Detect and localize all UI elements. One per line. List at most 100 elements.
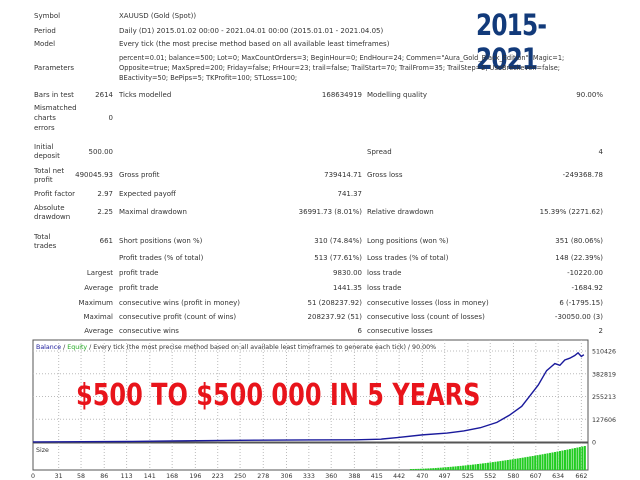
size-bar bbox=[496, 461, 499, 470]
size-bar bbox=[434, 467, 437, 470]
size-bar bbox=[506, 459, 509, 470]
size-bar bbox=[447, 467, 450, 470]
size-bar bbox=[504, 460, 507, 470]
x-tick-label: 250 bbox=[234, 473, 246, 480]
trade-row-label-1: consecutive wins (profit in money) bbox=[119, 299, 241, 307]
size-bar bbox=[481, 463, 484, 470]
x-tick-label: 388 bbox=[348, 473, 360, 480]
profit-factor-label: Profit factor bbox=[34, 190, 75, 198]
trade-row-value-1: 513 (77.61%) bbox=[314, 254, 362, 262]
y-tick-label: 382819 bbox=[592, 371, 616, 378]
size-bar bbox=[554, 451, 557, 470]
size-bar bbox=[464, 465, 467, 470]
mismatched-label-1: Mismatched bbox=[34, 104, 77, 112]
y-tick-label: 510426 bbox=[592, 349, 616, 356]
size-bar bbox=[559, 451, 562, 470]
gross-loss-value: -249368.78 bbox=[562, 171, 603, 179]
size-bar bbox=[417, 468, 420, 470]
total-trades-value: 661 bbox=[99, 237, 113, 245]
trade-row-label-1: profit trade bbox=[119, 284, 159, 292]
size-bar bbox=[442, 467, 445, 470]
size-bar bbox=[437, 467, 440, 470]
x-tick-label: 196 bbox=[189, 473, 201, 480]
expected-payoff-value: 741.37 bbox=[337, 190, 363, 198]
size-bar bbox=[462, 465, 465, 470]
total-trades-label-2: trades bbox=[34, 242, 57, 250]
size-bar bbox=[489, 462, 492, 470]
size-bar bbox=[544, 453, 547, 470]
size-bar bbox=[494, 461, 497, 470]
x-tick-label: 223 bbox=[212, 473, 224, 480]
trade-row-prefix: Average bbox=[84, 327, 113, 335]
size-bar bbox=[556, 451, 559, 470]
size-bar bbox=[419, 468, 422, 470]
expected-payoff-label: Expected payoff bbox=[119, 190, 176, 198]
size-bar bbox=[429, 468, 432, 470]
y-tick-label: 0 bbox=[592, 440, 596, 447]
balance-line bbox=[32, 351, 585, 443]
abs-dd-value: 2.25 bbox=[97, 208, 113, 216]
legend-equity: Equity bbox=[67, 344, 88, 351]
profit-factor-value: 2.97 bbox=[97, 190, 113, 198]
rel-dd-label: Relative drawdown bbox=[367, 208, 434, 216]
size-bar bbox=[484, 463, 487, 470]
promo-overlay-text: $500 TO $500 000 IN 5 YEARS bbox=[76, 378, 481, 413]
trade-row-value-1: 9830.00 bbox=[333, 269, 362, 277]
gross-profit-value: 739414.71 bbox=[324, 171, 362, 179]
size-bar bbox=[457, 466, 460, 470]
period-label: Period bbox=[34, 27, 56, 35]
size-bar bbox=[546, 453, 549, 470]
chart-title: Balance / Equity / Every tick (the most … bbox=[36, 343, 436, 352]
size-bar bbox=[583, 446, 586, 470]
size-bar bbox=[568, 449, 571, 470]
size-bar bbox=[561, 450, 564, 470]
trade-row-value-2: -30050.00 (3) bbox=[554, 313, 603, 321]
size-bar bbox=[432, 468, 435, 470]
size-bar bbox=[409, 469, 412, 470]
size-bar bbox=[519, 458, 522, 470]
size-bar bbox=[459, 465, 462, 470]
x-tick-label: 360 bbox=[325, 473, 337, 480]
trade-row-value-2: -10220.00 bbox=[567, 269, 603, 277]
size-panel-label: Size bbox=[36, 447, 49, 454]
model-value: Every tick (the most precise method base… bbox=[119, 40, 390, 48]
size-bar bbox=[444, 467, 447, 470]
trade-row-value-2: 148 (22.39%) bbox=[555, 254, 603, 262]
y-tick-label: 127606 bbox=[592, 417, 616, 424]
short-label: Short positions (won %) bbox=[119, 237, 203, 245]
mismatched-label-2: charts bbox=[34, 114, 56, 122]
size-bar bbox=[477, 463, 479, 470]
size-bar bbox=[479, 463, 482, 470]
trade-row-label-2: loss trade bbox=[367, 284, 402, 292]
rel-dd-value: 15.39% (2271.62) bbox=[539, 208, 603, 216]
parameters-line-1: percent=0.01; balance=500; Lot=0; MaxCou… bbox=[119, 54, 565, 62]
quality-label: Modelling quality bbox=[367, 91, 427, 99]
size-bar bbox=[526, 456, 529, 470]
trade-row-label-2: loss trade bbox=[367, 269, 402, 277]
model-label: Model bbox=[34, 40, 56, 48]
x-tick-label: 662 bbox=[575, 473, 587, 480]
x-tick-label: 525 bbox=[462, 473, 474, 480]
size-bar bbox=[454, 466, 457, 470]
size-bar bbox=[549, 452, 552, 470]
size-bar bbox=[576, 447, 579, 470]
abs-dd-label-2: drawdown bbox=[34, 213, 71, 221]
size-bar bbox=[449, 466, 452, 470]
parameters-label: Parameters bbox=[34, 64, 75, 72]
size-bar bbox=[524, 457, 527, 470]
trade-row-value-1: 1441.35 bbox=[333, 284, 362, 292]
trade-row-label-2: consecutive losses (loss in money) bbox=[367, 299, 489, 307]
size-bar bbox=[509, 459, 512, 470]
main-panel bbox=[32, 339, 589, 443]
deposit-value: 500.00 bbox=[88, 148, 114, 156]
parameters-line-3: BEactivity=50; BePips=5; TKProfit=100; S… bbox=[119, 74, 298, 82]
trade-row-value-2: 6 (-1795.15) bbox=[559, 299, 603, 307]
deposit-label-1: Initial bbox=[34, 143, 54, 151]
size-bar bbox=[539, 454, 542, 470]
trade-row-label-1: profit trade bbox=[119, 269, 159, 277]
max-dd-label: Maximal drawdown bbox=[119, 208, 187, 216]
gross-loss-label: Gross loss bbox=[367, 171, 403, 179]
size-bar bbox=[501, 460, 504, 470]
spread-value: 4 bbox=[598, 148, 603, 156]
trade-row-label-2: consecutive losses bbox=[367, 327, 433, 335]
